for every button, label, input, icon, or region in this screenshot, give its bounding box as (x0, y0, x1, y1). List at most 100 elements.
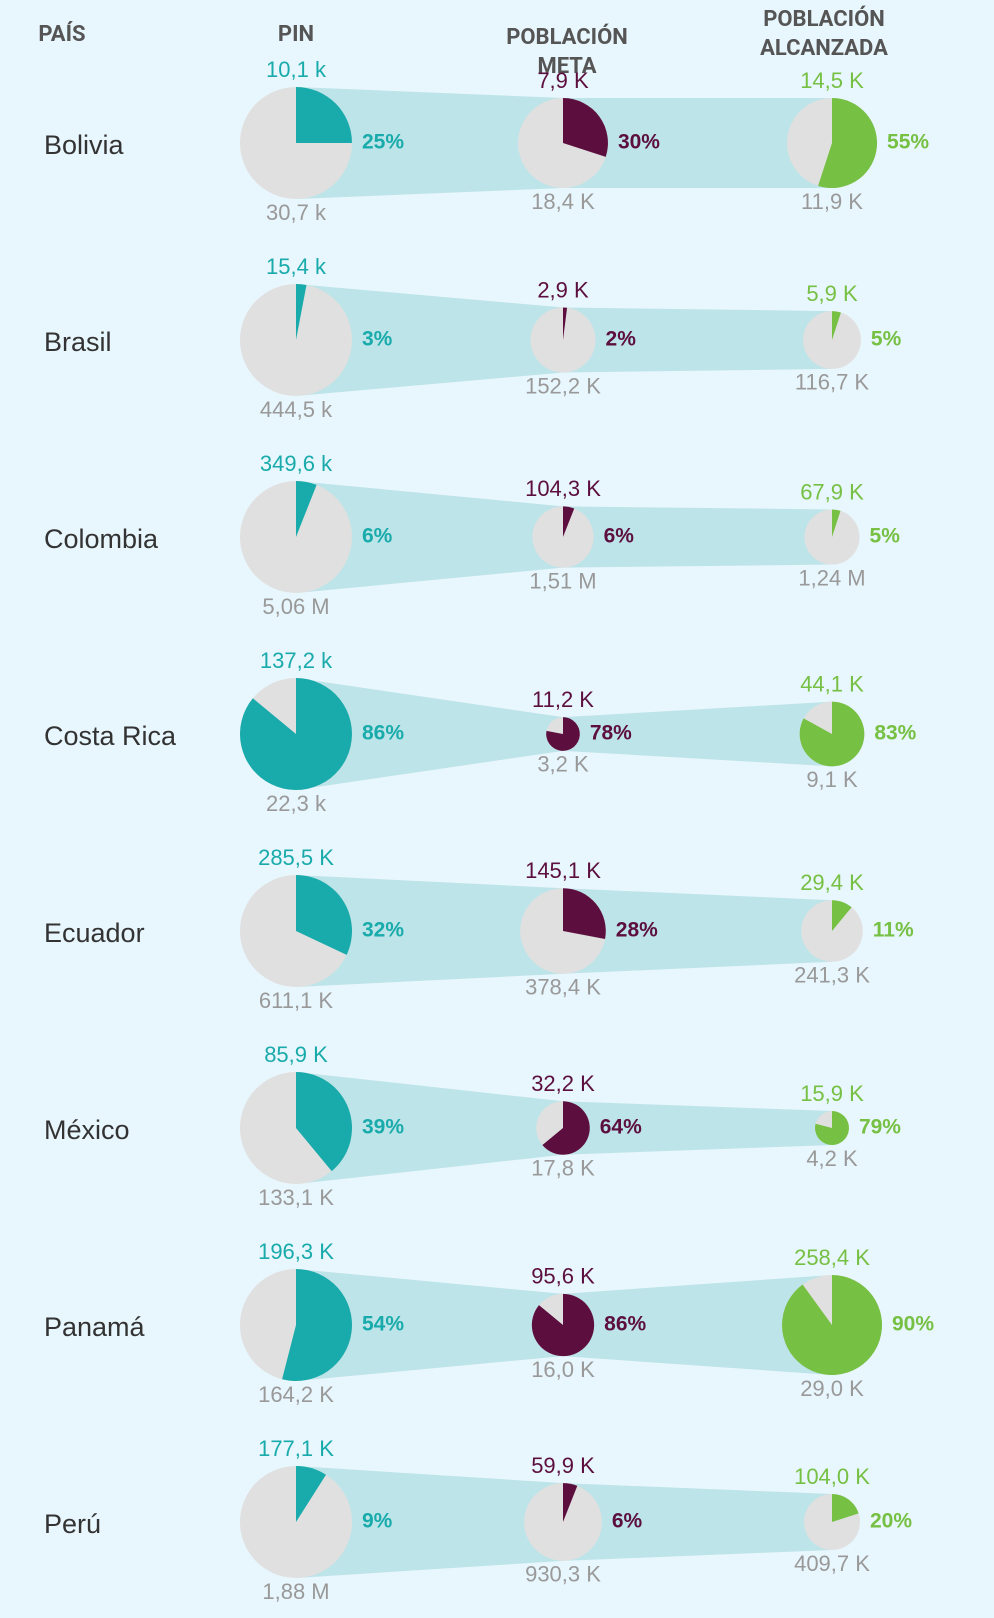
value-label: 177,1 K (258, 1436, 334, 1461)
value-label: 5,9 K (806, 281, 858, 306)
header: POBLACIÓN META (506, 25, 628, 79)
value-label: 15,4 k (266, 254, 327, 279)
rest-label: 18,4 K (531, 189, 595, 214)
country-label: Brasil (44, 327, 112, 357)
country-label: Panamá (44, 1312, 146, 1342)
rest-label: 5,06 M (262, 594, 329, 619)
rest-label: 241,3 K (794, 963, 870, 988)
rest-label: 133,1 K (258, 1185, 334, 1210)
pie-slice (542, 1101, 590, 1155)
percent-label: 30% (618, 131, 660, 154)
rest-label: 611,1 K (259, 988, 334, 1013)
rest-label: 116,7 K (795, 370, 870, 395)
country-label: Ecuador (44, 918, 145, 948)
rest-label: 30,7 k (266, 200, 327, 225)
pie-slice (832, 1494, 859, 1522)
rest-label: 164,2 K (258, 1382, 334, 1407)
rest-label: 29,0 K (800, 1376, 864, 1401)
percent-label: 9% (362, 1510, 393, 1533)
pie-slice (296, 1072, 352, 1172)
rest-label: 4,2 K (806, 1146, 858, 1171)
percent-label: 28% (616, 919, 658, 942)
pie-slice (563, 98, 608, 157)
value-label: 11,2 K (532, 687, 594, 712)
pie-slice (563, 888, 606, 940)
rest-label: 444,5 k (260, 397, 333, 422)
rest-label: 11,9 K (801, 189, 863, 214)
percent-label: 83% (874, 722, 916, 745)
country-label: México (44, 1115, 130, 1145)
percent-label: 6% (362, 525, 393, 548)
percent-label: 90% (892, 1313, 934, 1336)
pie-slice (563, 506, 575, 537)
percent-label: 86% (362, 722, 404, 745)
pie-slice (832, 900, 852, 931)
percent-label: 54% (362, 1313, 404, 1336)
pie-slice (296, 1466, 327, 1522)
value-label: 137,2 k (260, 648, 333, 673)
rest-label: 22,3 k (266, 791, 327, 816)
value-label: 14,5 K (800, 68, 864, 93)
value-label: 32,2 K (531, 1071, 595, 1096)
value-label: 15,9 K (800, 1081, 864, 1106)
value-label: 85,9 K (264, 1042, 328, 1067)
value-label: 145,1 K (525, 858, 601, 883)
rest-label: 9,1 K (806, 767, 858, 792)
rest-label: 1,24 M (798, 565, 865, 590)
pie-slice (832, 509, 841, 537)
percent-label: 64% (600, 1116, 642, 1139)
rest-label: 378,4 K (525, 975, 601, 1000)
pie-slice (832, 311, 841, 340)
pie-slice (296, 87, 352, 143)
header: POBLACIÓN ALCANZADA (760, 7, 888, 61)
value-label: 285,5 K (258, 845, 334, 870)
value-label: 10,1 k (266, 57, 327, 82)
value-label: 95,6 K (531, 1264, 595, 1289)
percent-label: 78% (590, 722, 632, 745)
percent-label: 3% (362, 328, 393, 351)
header: PAÍS (38, 22, 86, 47)
percent-label: 11% (873, 919, 914, 942)
value-label: 104,3 K (525, 476, 601, 501)
value-label: 104,0 K (794, 1464, 870, 1489)
percent-label: 5% (871, 328, 902, 351)
pie-slice (282, 1269, 353, 1381)
pie-slice (546, 717, 580, 751)
pie-slice (815, 1111, 849, 1145)
percent-label: 79% (859, 1116, 901, 1139)
percent-label: 86% (604, 1313, 646, 1336)
pie-slice (296, 875, 352, 955)
rest-label: 1,51 M (529, 568, 596, 593)
header: PIN (277, 22, 315, 47)
rest-label: 930,3 K (525, 1562, 601, 1587)
rest-label: 152,2 K (525, 373, 601, 398)
value-label: 2,9 K (537, 277, 589, 302)
percent-label: 55% (887, 131, 929, 154)
percent-label: 32% (362, 919, 404, 942)
percent-label: 39% (362, 1116, 404, 1139)
percent-label: 2% (606, 328, 637, 351)
pie-slice (240, 678, 353, 790)
rest-label: 3,2 K (537, 752, 589, 777)
value-label: 196,3 K (258, 1239, 334, 1264)
percent-label: 20% (870, 1510, 912, 1533)
value-label: 44,1 K (800, 671, 864, 696)
percent-label: 25% (362, 131, 404, 154)
value-label: 67,9 K (800, 479, 864, 504)
rest-label: 17,8 K (531, 1156, 595, 1181)
pie-slice (296, 480, 317, 537)
country-label: Costa Rica (44, 721, 177, 751)
pie-slice (563, 307, 568, 340)
country-label: Colombia (44, 524, 159, 554)
pie-slice (296, 284, 307, 340)
pie-slice (531, 1293, 595, 1357)
pie-slice (781, 1274, 883, 1376)
percent-label: 5% (870, 525, 901, 548)
rest-label: 409,7 K (794, 1551, 870, 1576)
value-label: 29,4 K (800, 870, 864, 895)
pie-slice (563, 1483, 578, 1522)
country-label: Bolivia (44, 130, 125, 160)
value-label: 7,9 K (537, 68, 589, 93)
